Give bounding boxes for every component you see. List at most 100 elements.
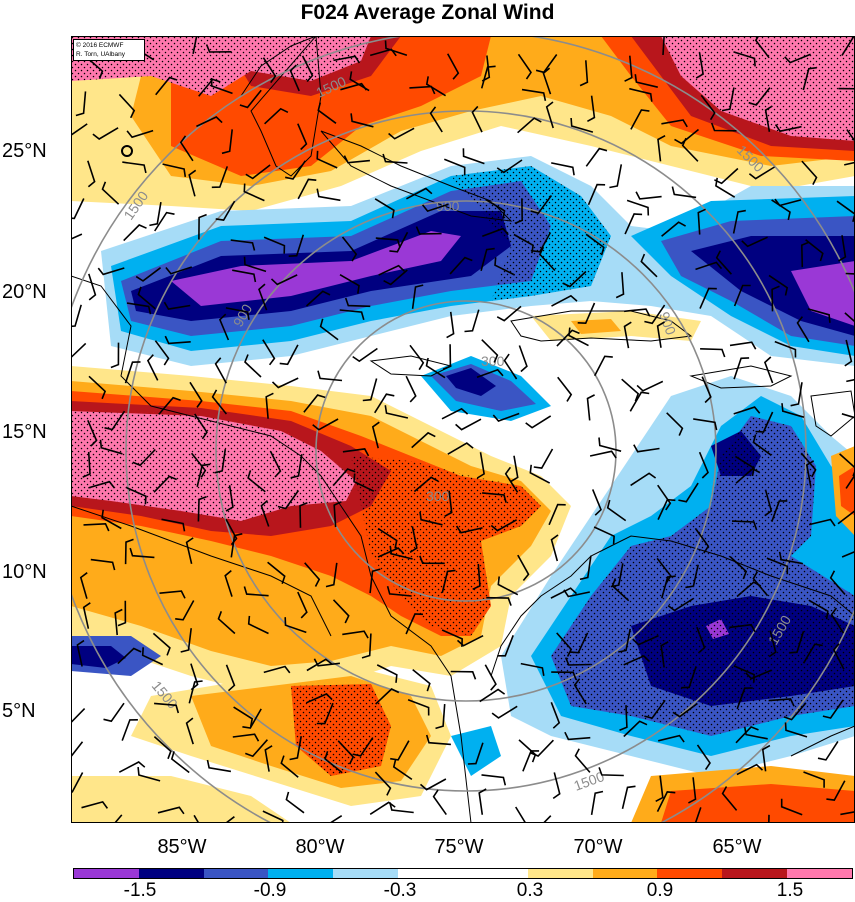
wind-barb xyxy=(316,815,343,823)
wind-barb xyxy=(822,699,844,719)
wind-barb xyxy=(110,342,120,369)
wind-barb xyxy=(339,274,360,294)
wind-barb xyxy=(375,688,400,705)
wind-barb xyxy=(504,466,519,493)
wind-barb xyxy=(446,311,455,339)
wind-barb xyxy=(263,236,286,254)
wind-barb xyxy=(75,91,87,117)
wind-barb xyxy=(198,78,221,97)
wind-barb xyxy=(189,381,203,408)
wind-barb xyxy=(262,810,284,823)
wind-barb xyxy=(771,285,780,312)
wind-barb xyxy=(464,309,480,333)
wind-barb xyxy=(846,129,855,155)
wind-barb xyxy=(766,557,789,575)
wind-barb xyxy=(389,545,413,560)
wind-barb xyxy=(520,662,545,676)
wind-barb xyxy=(152,632,171,656)
wind-barb xyxy=(425,76,447,97)
wind-barb xyxy=(126,302,152,315)
wind-barb xyxy=(829,570,846,596)
wind-barb xyxy=(743,726,768,740)
wind-barb xyxy=(71,304,82,328)
wind-barb xyxy=(361,633,372,659)
wind-barb xyxy=(90,558,116,571)
wind-barb xyxy=(550,587,578,599)
colorbar-label: 0.3 xyxy=(516,880,544,901)
wind-barb xyxy=(699,287,717,309)
wind-barb xyxy=(419,511,443,526)
wind-barb xyxy=(661,575,676,599)
wind-barb xyxy=(774,340,797,358)
wind-barb xyxy=(655,775,664,803)
wind-barb xyxy=(211,389,228,415)
wind-barb xyxy=(841,550,855,558)
wind-barb xyxy=(297,591,308,619)
wind-barb xyxy=(841,413,855,419)
wind-barb xyxy=(593,355,613,377)
wind-barb xyxy=(265,392,274,419)
wind-barb xyxy=(369,568,381,594)
wind-barb xyxy=(243,256,267,273)
credit-box: © 2016 ECMWF R. Torn, UAlbany xyxy=(73,39,145,61)
wind-barb xyxy=(244,354,262,378)
wind-barb xyxy=(629,87,653,102)
wind-barb xyxy=(262,339,276,366)
wind-barb xyxy=(425,734,451,746)
wind-barb xyxy=(141,647,164,666)
wind-barb xyxy=(306,658,333,672)
wind-barb xyxy=(135,267,162,282)
wind-barb xyxy=(678,482,699,503)
wind-barb xyxy=(764,489,773,517)
wind-barb xyxy=(844,161,855,166)
wind-barb xyxy=(137,286,156,310)
wind-barb xyxy=(118,761,146,773)
wind-barb xyxy=(406,187,433,200)
wind-barb xyxy=(352,737,374,757)
wind-barb xyxy=(341,236,358,262)
wind-barb xyxy=(413,476,439,493)
wind-barb xyxy=(763,356,774,384)
wind-barb xyxy=(224,816,235,823)
wind-barb xyxy=(573,678,587,705)
wind-barb xyxy=(305,290,331,307)
wind-barb xyxy=(230,533,243,558)
wind-barb xyxy=(339,309,365,321)
wind-barb xyxy=(270,274,298,286)
wind-barb xyxy=(545,101,554,129)
wind-barb xyxy=(471,105,483,133)
wind-barb xyxy=(122,161,147,174)
lat-label-20n: 20°N xyxy=(2,281,47,303)
wind-barb xyxy=(667,598,694,612)
wind-barb xyxy=(82,602,91,629)
wind-barb xyxy=(350,113,374,128)
wind-barb xyxy=(455,525,483,534)
wind-barb xyxy=(175,600,195,621)
wind-barb xyxy=(71,123,88,137)
wind-barb xyxy=(790,382,803,407)
wind-barb xyxy=(441,569,456,593)
wind-barb xyxy=(735,467,761,484)
wind-barb xyxy=(317,102,337,124)
wind-barb xyxy=(846,378,855,383)
wind-barb xyxy=(574,748,591,773)
wind-barb xyxy=(579,60,589,87)
wind-barb xyxy=(299,502,308,528)
contour-20n-purple-2 xyxy=(791,261,855,326)
wind-barb xyxy=(101,509,122,530)
wind-barb xyxy=(405,613,424,635)
wind-barb xyxy=(289,64,300,92)
wind-barb xyxy=(696,744,711,771)
wind-barb xyxy=(551,162,575,176)
wind-barb xyxy=(591,489,602,516)
wind-barb xyxy=(211,166,229,189)
wind-barb xyxy=(624,213,643,235)
wind-barb xyxy=(224,569,233,597)
wind-barb xyxy=(97,267,125,276)
lon-label-75w: 75°W xyxy=(434,836,484,858)
map-panel: 1500 900 300 300 900 900 1500 1500 1500 … xyxy=(71,36,855,823)
wind-barb xyxy=(480,247,495,272)
wind-barb xyxy=(247,470,266,493)
wind-barb xyxy=(190,452,207,478)
wind-barb xyxy=(332,468,356,487)
